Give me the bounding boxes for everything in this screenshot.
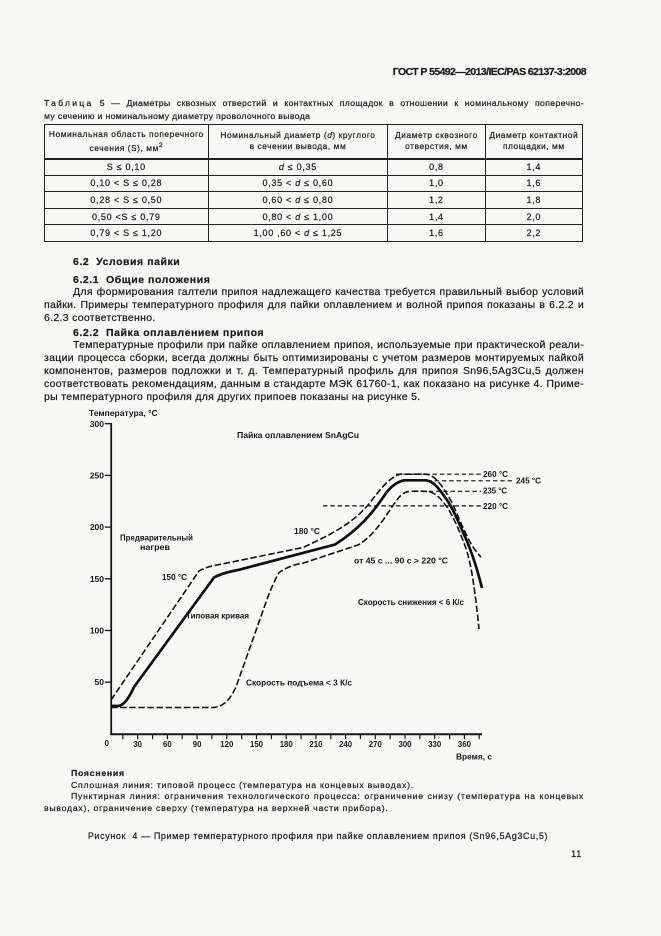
svg-text:120: 120 (220, 740, 234, 749)
svg-text:245 °С: 245 °С (516, 476, 541, 485)
svg-text:180: 180 (280, 740, 294, 749)
svg-text:330: 330 (428, 740, 442, 749)
svg-text:нагрев: нагрев (140, 543, 170, 552)
svg-text:60: 60 (163, 740, 172, 749)
svg-text:от 45 с ... 90 с > 220 °С: от 45 с ... 90 с > 220 °С (354, 557, 448, 566)
svg-text:260 °С: 260 °С (483, 470, 508, 479)
svg-text:240: 240 (339, 740, 353, 749)
svg-text:Типовая кривая: Типовая кривая (186, 612, 249, 621)
svg-text:50: 50 (95, 677, 105, 687)
svg-text:100: 100 (90, 626, 104, 636)
svg-text:180 °С: 180 °С (294, 527, 320, 536)
svg-text:270: 270 (369, 740, 383, 749)
svg-text:300: 300 (398, 740, 412, 749)
svg-text:Скорость снижения < 6 К/с: Скорость снижения < 6 К/с (358, 598, 465, 607)
svg-text:150 °С: 150 °С (162, 573, 187, 582)
svg-text:Скорость подъема < 3 К/с: Скорость подъема < 3 К/с (246, 679, 353, 688)
svg-text:Время, с: Время, с (456, 753, 493, 762)
svg-text:360: 360 (458, 740, 472, 749)
svg-text:Температура, °С: Температура, °С (89, 408, 158, 418)
svg-text:210: 210 (309, 740, 323, 749)
svg-text:90: 90 (193, 740, 202, 749)
svg-text:250: 250 (90, 470, 104, 480)
svg-text:Предварительный: Предварительный (120, 534, 193, 543)
svg-text:235 °С: 235 °С (483, 486, 507, 495)
svg-text:Пайка оплавлением SnAgCu: Пайка оплавлением SnAgCu (237, 430, 359, 440)
svg-text:220 °С: 220 °С (483, 502, 508, 511)
svg-text:150: 150 (90, 574, 104, 584)
svg-text:150: 150 (250, 740, 264, 749)
svg-text:30: 30 (133, 740, 142, 749)
svg-text:200: 200 (90, 522, 104, 532)
svg-text:300: 300 (90, 419, 104, 429)
svg-text:0: 0 (105, 739, 110, 748)
